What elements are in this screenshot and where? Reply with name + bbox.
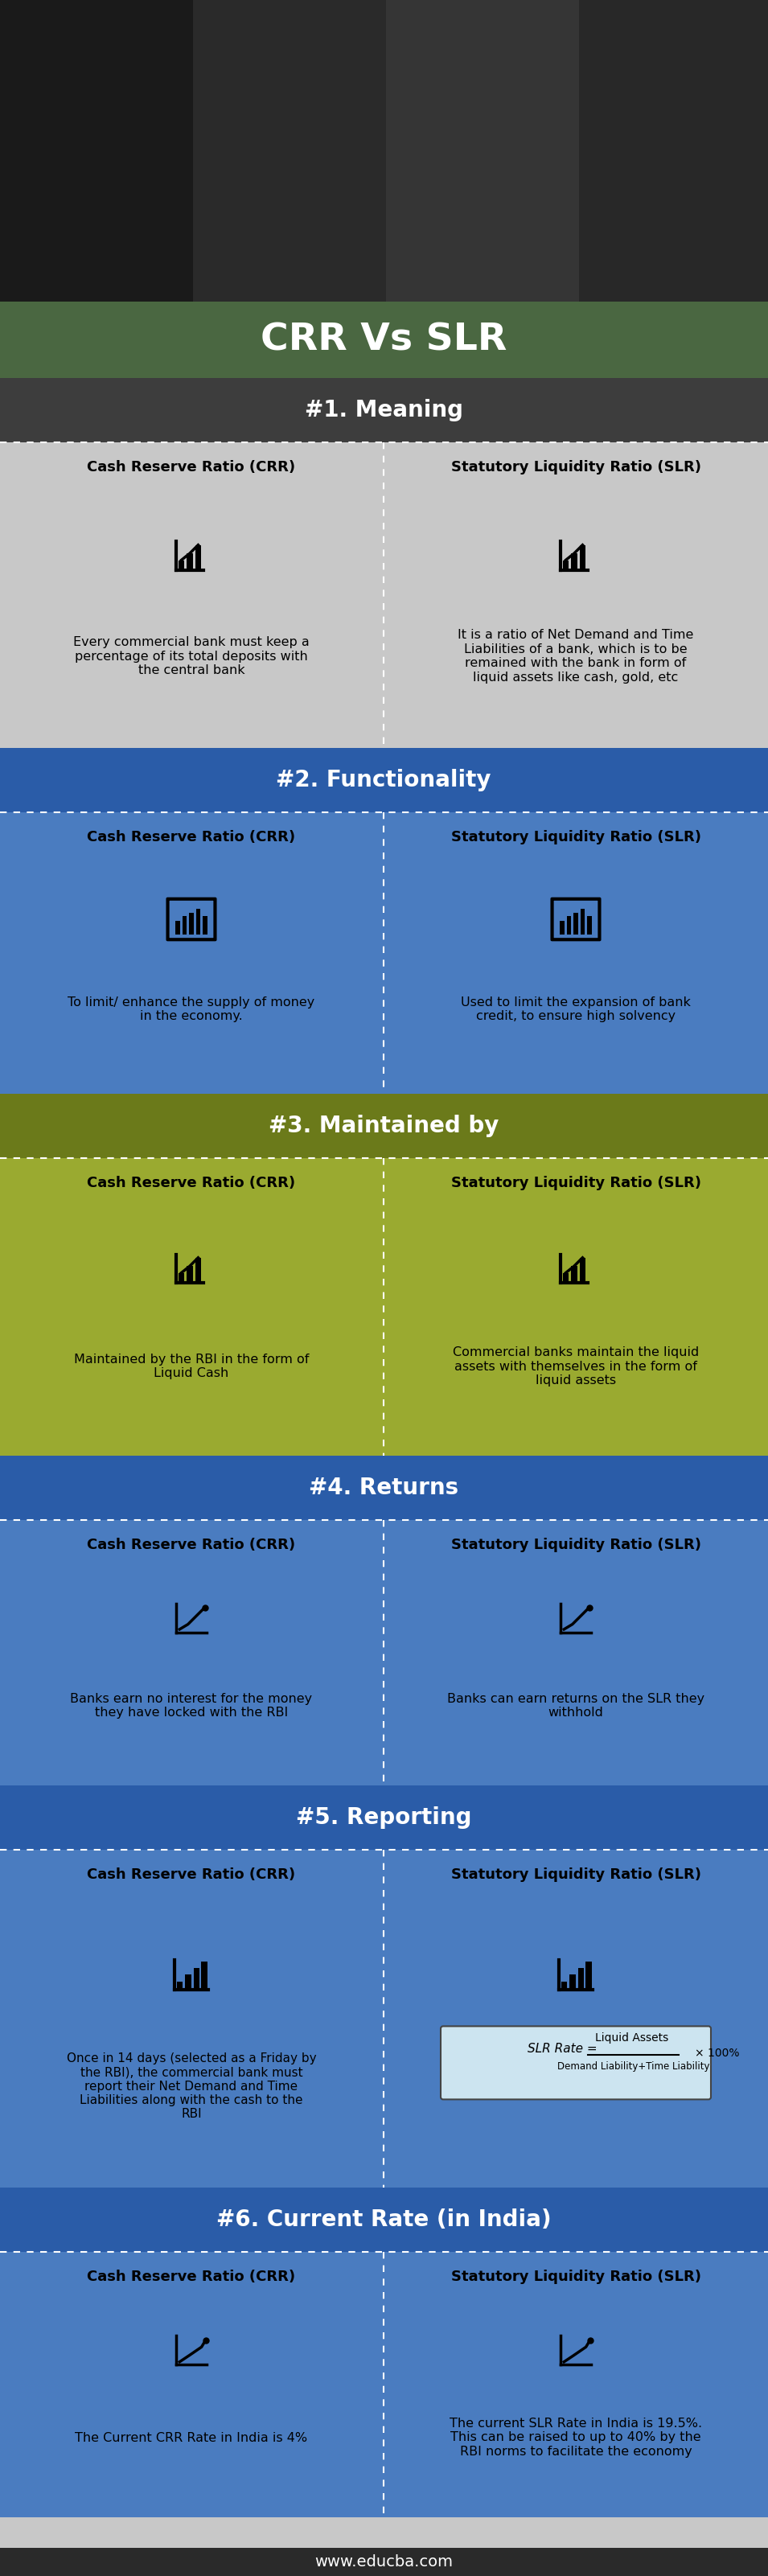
Bar (569, 1976, 575, 1989)
Bar (0, 1850, 768, 2187)
Bar (386, 0, 579, 301)
Bar (563, 559, 569, 569)
Bar (580, 546, 585, 569)
Text: Cash Reserve Ratio (CRR): Cash Reserve Ratio (CRR) (88, 829, 296, 845)
Text: The current SLR Rate in India is 19.5%.
This can be raised to up to 40% by the
R: The current SLR Rate in India is 19.5%. … (449, 2419, 702, 2458)
Bar (574, 912, 578, 935)
Text: Banks can earn returns on the SLR they
withhold: Banks can earn returns on the SLR they w… (447, 1692, 704, 1718)
Text: Statutory Liquidity Ratio (SLR): Statutory Liquidity Ratio (SLR) (451, 1538, 701, 1553)
Text: SLR Rate =: SLR Rate = (528, 2043, 601, 2056)
Text: Statutory Liquidity Ratio (SLR): Statutory Liquidity Ratio (SLR) (451, 1868, 701, 1883)
Text: It is a ratio of Net Demand and Time
Liabilities of a bank, which is to be
remai: It is a ratio of Net Demand and Time Lia… (458, 629, 694, 683)
Bar (0, 1785, 768, 1850)
Text: Cash Reserve Ratio (CRR): Cash Reserve Ratio (CRR) (88, 461, 296, 474)
Text: Maintained by the RBI in the form of
Liquid Cash: Maintained by the RBI in the form of Liq… (74, 1352, 309, 1378)
Text: #4. Returns: #4. Returns (309, 1476, 458, 1499)
Text: Statutory Liquidity Ratio (SLR): Statutory Liquidity Ratio (SLR) (451, 1175, 701, 1190)
Bar (195, 1257, 201, 1283)
Bar (185, 1976, 191, 1989)
Text: #6. Current Rate (in India): #6. Current Rate (in India) (216, 2208, 551, 2231)
Text: Banks earn no interest for the money
they have locked with the RBI: Banks earn no interest for the money the… (71, 1692, 313, 1718)
Bar (0, 301, 768, 379)
Text: #2. Functionality: #2. Functionality (276, 768, 492, 791)
Text: Statutory Liquidity Ratio (SLR): Statutory Liquidity Ratio (SLR) (451, 2269, 701, 2285)
Bar (196, 909, 200, 935)
Bar (585, 1960, 591, 1989)
Text: Cash Reserve Ratio (CRR): Cash Reserve Ratio (CRR) (88, 1868, 296, 1883)
Bar (0, 1520, 768, 1785)
Bar (177, 1981, 183, 1989)
Bar (178, 559, 184, 569)
Bar (0, 2187, 768, 2251)
Text: Liquid Assets: Liquid Assets (595, 2032, 669, 2043)
Text: CRR Vs SLR: CRR Vs SLR (260, 322, 507, 358)
Text: Statutory Liquidity Ratio (SLR): Statutory Liquidity Ratio (SLR) (451, 461, 701, 474)
Bar (561, 1981, 567, 1989)
Bar (578, 1968, 584, 1989)
Bar (587, 917, 591, 935)
Bar (0, 0, 193, 301)
Bar (203, 917, 207, 935)
Text: Cash Reserve Ratio (CRR): Cash Reserve Ratio (CRR) (88, 2269, 296, 2285)
Text: Used to limit the expansion of bank
credit, to ensure high solvency: Used to limit the expansion of bank cred… (461, 997, 690, 1023)
Bar (579, 0, 768, 301)
Bar (0, 747, 768, 811)
Text: #5. Reporting: #5. Reporting (296, 1806, 472, 1829)
Bar (178, 1273, 184, 1283)
Bar (187, 1267, 193, 1283)
Text: Demand Liability+Time Liability: Demand Liability+Time Liability (558, 2061, 710, 2071)
Bar (0, 301, 768, 309)
Bar (194, 1968, 200, 1989)
Bar (0, 379, 768, 443)
Bar (176, 922, 180, 935)
Bar (0, 443, 768, 747)
Text: Commercial banks maintain the liquid
assets with themselves in the form of
liqui: Commercial banks maintain the liquid ass… (452, 1347, 699, 1386)
Bar (563, 1273, 569, 1283)
Bar (0, 2548, 768, 2576)
Bar (571, 554, 577, 569)
Bar (581, 909, 584, 935)
Text: × 100%: × 100% (695, 2048, 740, 2058)
Bar (0, 1455, 768, 1520)
Text: Cash Reserve Ratio (CRR): Cash Reserve Ratio (CRR) (88, 1538, 296, 1553)
FancyBboxPatch shape (441, 2027, 711, 2099)
Text: #1. Meaning: #1. Meaning (304, 399, 463, 422)
Bar (195, 546, 201, 569)
Bar (571, 1267, 577, 1283)
Bar (560, 922, 564, 935)
Bar (189, 912, 194, 935)
Bar (567, 917, 571, 935)
Bar (187, 554, 193, 569)
Bar (580, 1257, 585, 1283)
Text: #3. Maintained by: #3. Maintained by (269, 1115, 498, 1136)
Bar (0, 2251, 768, 2517)
Text: The Current CRR Rate in India is 4%: The Current CRR Rate in India is 4% (75, 2432, 308, 2445)
Bar (183, 917, 187, 935)
Text: Cash Reserve Ratio (CRR): Cash Reserve Ratio (CRR) (88, 1175, 296, 1190)
Bar (193, 0, 386, 301)
Bar (201, 1960, 207, 1989)
Text: Statutory Liquidity Ratio (SLR): Statutory Liquidity Ratio (SLR) (451, 829, 701, 845)
Bar (0, 811, 768, 1095)
Bar (0, 1159, 768, 1455)
Text: Every commercial bank must keep a
percentage of its total deposits with
the cent: Every commercial bank must keep a percen… (73, 636, 310, 677)
Bar (0, 0, 768, 301)
Text: www.educba.com: www.educba.com (314, 2555, 453, 2571)
Text: To limit/ enhance the supply of money
in the economy.: To limit/ enhance the supply of money in… (68, 997, 315, 1023)
Text: Once in 14 days (selected as a Friday by
the RBI), the commercial bank must
repo: Once in 14 days (selected as a Friday by… (67, 2053, 316, 2120)
Bar (0, 1095, 768, 1159)
